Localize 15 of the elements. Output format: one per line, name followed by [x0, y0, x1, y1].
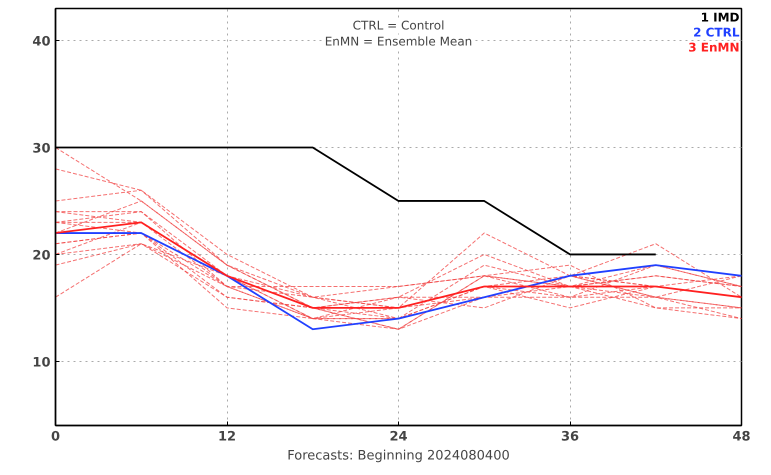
- text: 1 IMD: [700, 10, 740, 24]
- y-tick-label: 30: [32, 142, 51, 156]
- text: 3 EnMN: [688, 40, 740, 54]
- x-tick-label: 0: [50, 430, 60, 444]
- x-tick-label: 36: [560, 430, 580, 444]
- y-tick-label: 10: [32, 355, 51, 370]
- x-tick-label: 12: [218, 430, 236, 444]
- x-tick-label: 24: [389, 430, 408, 444]
- x-tick-label: 48: [732, 430, 751, 444]
- text: 2 CTRL: [693, 26, 740, 40]
- annotation: EnMN = Ensemble Mean: [324, 34, 472, 48]
- annotation: CTRL = Control: [352, 18, 444, 32]
- y-tick-label: 40: [32, 34, 51, 50]
- y-tick-label: 20: [32, 248, 51, 264]
- x-axis-title: Forecasts: Beginning 2024080400: [287, 448, 510, 464]
